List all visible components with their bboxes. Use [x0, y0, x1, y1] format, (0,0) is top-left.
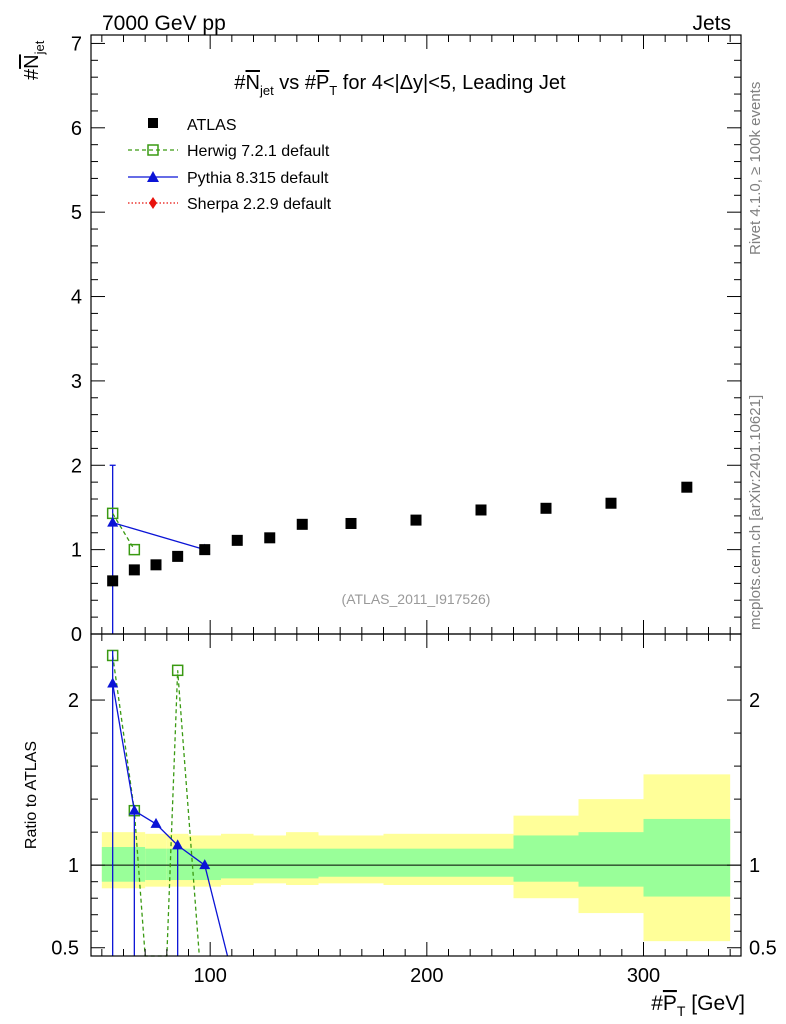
mcplots-side-label: mcplots.cern.ch [arXiv:2401.10621]: [747, 395, 764, 630]
atlas-data-point: [410, 514, 422, 526]
rivet-side-label: Rivet 4.1.0, ≥ 100k events: [747, 82, 764, 255]
main-y-tick-label: 3: [71, 371, 82, 393]
ratio-marker-pythia: [172, 839, 184, 850]
header-left-label: 7000 GeV pp: [102, 12, 226, 35]
ratio-panel-frame: [90, 633, 742, 957]
xlabel-p: P: [663, 992, 677, 1015]
main-y-tick-label: 6: [71, 118, 82, 140]
ratio-y-tick-label-right: 2: [749, 690, 760, 712]
atlas-data-point: [107, 575, 119, 587]
xlabel-hash: #: [651, 992, 663, 1015]
ratio-marker-herwig: [171, 664, 184, 677]
ratio-y-axis-label: Ratio to ATLAS: [23, 741, 40, 849]
title-vs: vs #: [274, 72, 317, 94]
header-right-label: Jets: [692, 12, 731, 35]
ratio-y-tick-label-right: 0.5: [749, 938, 777, 960]
x-axis-label: #PT [GeV]: [651, 992, 745, 1019]
atlas-data-point: [128, 564, 140, 576]
ratio-band-inner: [513, 835, 579, 882]
legend-label-sherpa: Sherpa 2.2.9 default: [187, 196, 332, 213]
analysis-id: (ATLAS_2011_I917526): [342, 591, 491, 607]
ratio-marker-pythia: [107, 677, 119, 688]
main-y-tick-label: 1: [71, 540, 82, 562]
atlas-data-point: [605, 497, 617, 509]
ratio-band-inner: [221, 848, 254, 879]
legend-label-pythia: Pythia 8.315 default: [187, 170, 329, 187]
chart-title: #Njet vs #PT for 4<|Δy|<5, Leading Jet: [234, 72, 566, 98]
atlas-data-point: [681, 481, 693, 493]
legend-marker-herwig: [147, 144, 159, 156]
ratio-marker-pythia: [150, 817, 162, 828]
atlas-data-point: [150, 559, 162, 571]
ratio-y-tick-label-left: 1: [68, 855, 79, 877]
legend-label-atlas: ATLAS: [187, 117, 237, 134]
legend: ATLAS Herwig 7.2.1 default Pythia 8.315 …: [128, 117, 332, 213]
ratio-band-inner: [286, 848, 319, 879]
ylabel-sub: jet: [32, 40, 47, 55]
xlabel-sub: T: [677, 1003, 686, 1019]
atlas-data-point: [296, 518, 308, 530]
x-tick-label: 300: [627, 965, 660, 987]
atlas-data-point: [199, 544, 211, 556]
main-panel-plot: [106, 464, 693, 634]
main-y-axis-label: #Njet: [21, 40, 47, 80]
ratio-band-inner: [448, 848, 514, 877]
atlas-data-point: [475, 504, 487, 516]
atlas-data-point: [231, 534, 243, 546]
main-marker-pythia: [107, 516, 119, 527]
atlas-data-point: [264, 532, 276, 544]
main-y-tick-label: 4: [71, 287, 82, 309]
main-line-pythia: [112, 522, 205, 551]
ratio-line-pythia: [112, 683, 229, 957]
x-tick-label: 100: [193, 965, 226, 987]
ratio-band-inner: [383, 848, 449, 877]
title-hash: #: [234, 72, 246, 94]
atlas-data-point: [172, 550, 184, 562]
main-y-tick-label: 7: [71, 33, 82, 55]
title-njet-sub: jet: [259, 83, 274, 98]
ylabel-n: N: [21, 54, 43, 68]
legend-marker-atlas: [148, 118, 158, 128]
legend-marker-sherpa: [149, 197, 157, 209]
ratio-y-tick-label-left: 0.5: [51, 938, 79, 960]
title-pt-sub: T: [329, 83, 337, 98]
main-y-tick-label: 5: [71, 202, 82, 224]
ratio-band-inner: [318, 848, 384, 877]
ylabel-hash: #: [21, 68, 43, 80]
main-y-tick-label: 0: [71, 624, 82, 646]
ratio-line-herwig: [112, 655, 200, 957]
ratio-band-inner: [145, 848, 167, 881]
axes: 100 200 300 0 1 2 3 4 5 6 7 0.5 0.5 1 1 2 2: [51, 33, 777, 987]
ratio-band-inner: [578, 832, 644, 887]
ratio-panel-plot: [91, 649, 741, 957]
ratio-y-tick-label-right: 1: [749, 855, 760, 877]
legend-marker-pythia: [147, 171, 159, 182]
atlas-data-point: [345, 517, 357, 529]
title-pt: P: [316, 72, 329, 94]
ratio-marker-pythia: [128, 804, 140, 815]
ratio-marker-pythia: [199, 859, 211, 870]
legend-label-herwig: Herwig 7.2.1 default: [187, 143, 330, 160]
ratio-y-tick-label-left: 2: [68, 690, 79, 712]
title-njet: N: [246, 72, 260, 94]
ratio-band-inner: [643, 818, 731, 897]
title-rest: for 4<|Δy|<5, Leading Jet: [337, 72, 566, 94]
xlabel-unit: [GeV]: [685, 992, 745, 1015]
x-tick-label: 200: [410, 965, 443, 987]
main-marker-herwig: [128, 543, 141, 556]
main-y-tick-label: 2: [71, 455, 82, 477]
atlas-data-point: [540, 502, 552, 514]
main-line-herwig: [112, 513, 135, 550]
ratio-band-inner: [253, 848, 286, 879]
